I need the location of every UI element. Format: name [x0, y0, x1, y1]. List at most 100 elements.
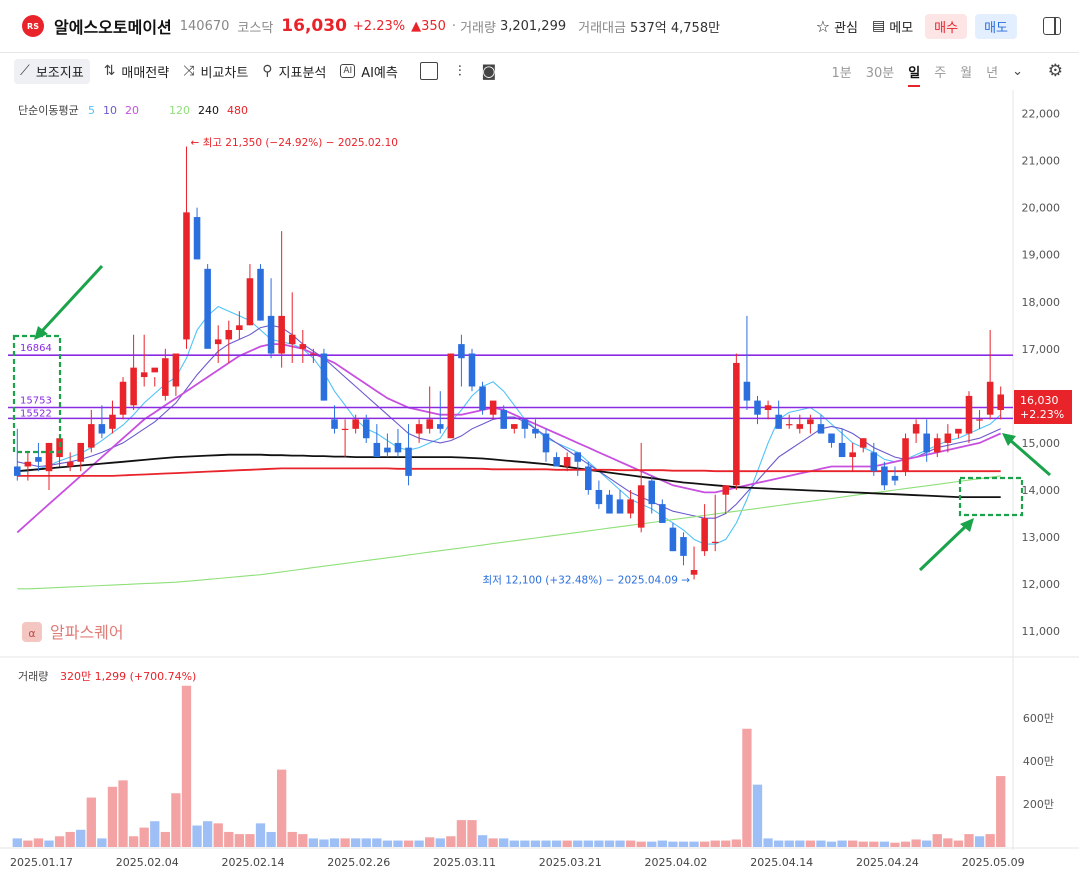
- volume-bar: [974, 836, 985, 847]
- watch-button[interactable]: ☆ 관심: [816, 17, 858, 36]
- volume-bar: [435, 838, 445, 847]
- date-axis-tick: 2025.04.24: [856, 856, 919, 869]
- candle-body: [119, 381, 127, 415]
- arrow-left: [40, 264, 104, 333]
- ma-line-10: [17, 324, 1001, 519]
- volume-bar: [647, 841, 657, 847]
- candle-body: [701, 518, 708, 552]
- volume-bar: [657, 840, 667, 847]
- indicator-button[interactable]: ⟋ 보조지표: [14, 58, 90, 84]
- highlight-box-right: [958, 476, 1024, 517]
- candle-body: [627, 499, 634, 514]
- candle-type-icon[interactable]: ⫶: [457, 62, 462, 80]
- volume-bar: [615, 840, 625, 847]
- volume-bar: [911, 839, 921, 847]
- candle-body: [521, 419, 529, 429]
- volume-bar: [530, 840, 541, 847]
- candle-body: [310, 353, 317, 355]
- date-axis-tick: 2025.02.26: [327, 856, 390, 869]
- price-axis-tick: 20,000: [1022, 202, 1061, 215]
- memo-button[interactable]: ▤ 메모: [872, 17, 913, 36]
- ai-predict-button[interactable]: AI AI예측: [340, 62, 398, 81]
- period-week[interactable]: 주: [934, 65, 947, 81]
- candle-body: [923, 433, 930, 453]
- candle-body: [616, 499, 624, 514]
- candle-body: [24, 461, 32, 467]
- memo-label: 메모: [889, 20, 914, 36]
- candle-body: [257, 268, 264, 321]
- volume-bar: [340, 838, 350, 847]
- volume-bar: [54, 836, 65, 847]
- candle-body: [838, 442, 846, 458]
- support-line-label: 16864: [20, 343, 52, 354]
- ma-legend-item: 20: [125, 104, 139, 117]
- gear-icon[interactable]: ⚙: [1047, 61, 1063, 81]
- candle-body: [193, 217, 201, 260]
- period-1min[interactable]: 1분: [831, 65, 852, 81]
- camera-icon[interactable]: ◙: [481, 62, 497, 80]
- volume-bar: [414, 840, 424, 847]
- strategy-button[interactable]: ⇅ 매매전략: [104, 62, 170, 81]
- candle-body: [807, 419, 814, 425]
- candle-body: [997, 394, 1004, 410]
- period-30min[interactable]: 30분: [865, 65, 895, 81]
- volume-bar: [224, 831, 234, 847]
- candle-body: [511, 424, 518, 429]
- period-day[interactable]: 일: [908, 62, 921, 87]
- volume-bar: [900, 841, 911, 847]
- volume-bar: [636, 841, 646, 847]
- candle-body: [14, 466, 21, 476]
- candle-body: [743, 381, 751, 401]
- volume-bar: [932, 834, 942, 847]
- candle-body: [976, 419, 983, 421]
- candle-body: [891, 475, 899, 481]
- price-axis-tick: 11,000: [1022, 625, 1061, 638]
- period-year[interactable]: 년: [986, 65, 999, 81]
- ma-legend: 단순이동평균 5 10 20 120 240 480: [18, 104, 248, 117]
- volume-bar: [33, 838, 44, 847]
- chevron-down-icon[interactable]: ⌄: [1012, 63, 1023, 79]
- price-axis-tick: 13,000: [1022, 531, 1061, 544]
- buy-button[interactable]: 매수: [925, 13, 968, 39]
- draw-box-icon[interactable]: [419, 62, 438, 80]
- volume-bar: [668, 841, 678, 847]
- candle-body: [214, 339, 222, 345]
- candle-body: [933, 438, 941, 453]
- volume-bar: [752, 784, 763, 847]
- indicator-icon: ⟋: [20, 63, 30, 79]
- candle-body: [35, 457, 42, 462]
- high-annotation: ← 최고 21,350 (−24.92%) − 2025.02.10: [190, 137, 398, 149]
- volume-bar: [964, 834, 974, 847]
- price-axis-tick: 18,000: [1022, 296, 1061, 309]
- indicator-label: 보조지표: [35, 65, 84, 81]
- candle-body: [764, 405, 772, 410]
- watermark: α 알파스퀘어: [22, 622, 124, 642]
- volume-bar: [266, 831, 276, 847]
- candle-body: [870, 452, 878, 472]
- volume-bar: [403, 840, 414, 847]
- volume-bar: [541, 840, 551, 847]
- analysis-button[interactable]: ⚲ 지표분석: [262, 62, 326, 81]
- volume-bar: [12, 838, 22, 847]
- compare-label: 비교차트: [200, 65, 249, 81]
- ma-legend-item: 5: [88, 104, 95, 117]
- candle-body: [151, 367, 159, 373]
- candle-body: [690, 570, 698, 575]
- candle-body: [659, 504, 666, 523]
- change-amount: ▲350: [411, 18, 446, 34]
- ai-icon: AI: [340, 64, 356, 78]
- date-axis-tick: 2025.04.14: [750, 856, 813, 869]
- volume-bar: [393, 840, 403, 847]
- period-month[interactable]: 월: [960, 65, 973, 81]
- arrow-right-head: [1002, 433, 1016, 446]
- ma-legend-title: 단순이동평균: [18, 104, 79, 117]
- volume-bar: [805, 840, 816, 847]
- volume-bar: [731, 839, 742, 847]
- volume-bar: [625, 840, 636, 847]
- highlight-box-left: [12, 334, 62, 454]
- compare-button[interactable]: ⤨ 비교차트: [183, 62, 248, 81]
- stock-header: RS 알에스오토메이션 140670 코스닥 16,030 +2.23% ▲35…: [0, 0, 1079, 53]
- panel-toggle-icon[interactable]: [1043, 17, 1061, 35]
- sell-button[interactable]: 매도: [975, 13, 1017, 39]
